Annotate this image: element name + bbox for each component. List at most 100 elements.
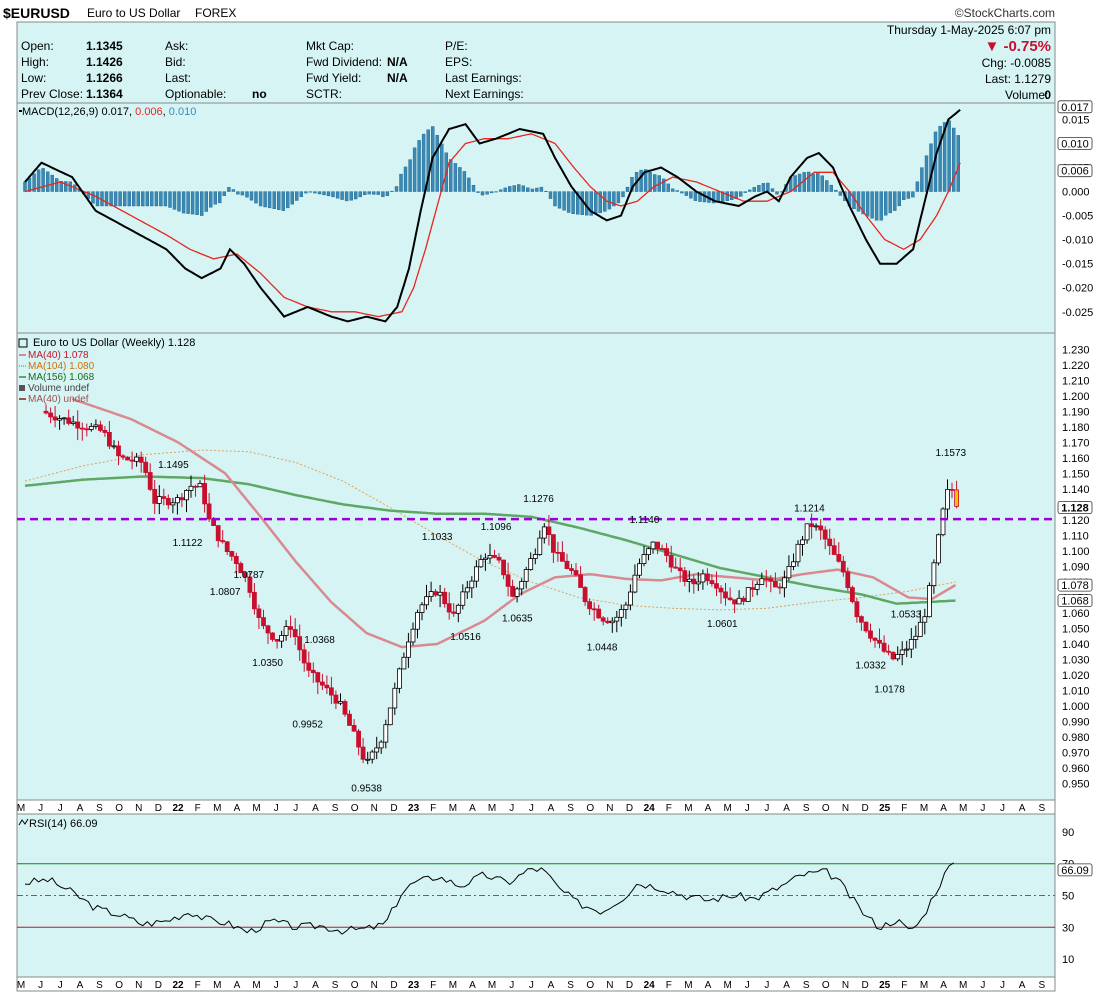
info-panel	[16, 21, 1056, 104]
price-tick-label: 1.200	[1062, 391, 1090, 403]
macd-histogram-bar	[159, 191, 163, 207]
price-candle	[261, 617, 266, 627]
macd-histogram-bar	[403, 166, 408, 192]
date-axis-label: S	[332, 980, 339, 991]
macd-histogram-bar	[354, 191, 358, 200]
date-axis-label: A	[469, 803, 476, 814]
date-axis-label: M	[252, 980, 260, 991]
macd-histogram-bar	[195, 191, 199, 216]
price-annotation: 1.0178	[874, 684, 905, 695]
date-axis-label: J	[509, 803, 514, 814]
price-candle	[510, 586, 516, 597]
price-candle	[519, 581, 525, 590]
price-candle	[174, 497, 180, 504]
macd-histogram-bar	[412, 147, 417, 192]
price-value-tag	[1057, 594, 1093, 607]
macd-histogram-bar	[104, 191, 109, 207]
macd-value-tag-label: 0.006	[1061, 166, 1089, 178]
date-axis-label: 22	[172, 803, 184, 814]
macd-chart: 0.0150.0100.0050.000-0.005-0.010-0.015-0…	[19, 100, 1093, 323]
date-axis-label: J	[38, 980, 43, 991]
quote-label: Prev Close:	[21, 87, 83, 101]
rsi-value-tag	[1057, 863, 1093, 877]
date-axis-label: M	[17, 803, 25, 814]
macd-histogram-bar	[95, 191, 100, 207]
price-candle	[478, 559, 484, 568]
price-candle	[917, 621, 923, 637]
date-axis-label: F	[901, 980, 907, 991]
macd-histogram-bar	[526, 187, 530, 192]
price-candle	[319, 681, 325, 686]
price-candle	[868, 630, 873, 639]
price-candle	[301, 649, 307, 664]
macd-histogram-bar	[720, 191, 725, 202]
macd-histogram-bar	[471, 184, 476, 192]
date-axis-label: M	[213, 803, 221, 814]
price-candle	[560, 552, 565, 562]
price-candle	[727, 597, 733, 601]
price-candle	[451, 611, 457, 614]
price-candle	[79, 427, 85, 430]
macd-histogram-bar	[902, 191, 906, 201]
price-candle	[836, 554, 842, 562]
price-tick-label: 0.990	[1062, 717, 1090, 729]
macd-histogram-bar	[408, 159, 412, 192]
price-candle	[360, 746, 366, 760]
date-axis-label: N	[842, 980, 849, 991]
macd-histogram-bar	[938, 125, 942, 192]
macd-histogram-bar	[335, 191, 340, 199]
macd-value-tag	[1057, 100, 1093, 114]
macd-histogram-bar	[548, 191, 553, 199]
price-annotation: 1.0448	[587, 643, 618, 654]
macd-tick-label: -0.010	[1062, 235, 1093, 247]
price-tick-label: 1.010	[1062, 686, 1090, 698]
date-axis-label: D	[861, 803, 868, 814]
price-candle	[754, 584, 760, 590]
chart-header: $EURUSD Euro to US Dollar FOREX ©StockCh…	[3, 5, 1055, 21]
macd-histogram-bar	[426, 129, 430, 192]
macd-histogram-bar	[825, 180, 829, 192]
macd-histogram-bar	[267, 191, 272, 209]
price-candle	[288, 626, 294, 630]
date-axis-label: A	[312, 980, 319, 991]
price-candle	[614, 616, 620, 622]
date-axis-label: F	[430, 980, 436, 991]
price-candle	[931, 562, 937, 586]
ma40-line	[71, 397, 957, 649]
date-axis-label: 23	[408, 980, 420, 991]
macd-tick-label: -0.025	[1062, 307, 1093, 319]
price-annotation: 1.1096	[481, 522, 512, 533]
price-candle	[342, 701, 348, 715]
price-candle	[872, 637, 878, 641]
macd-histogram-bar	[385, 191, 390, 197]
price-candle	[378, 741, 384, 749]
macd-line	[24, 109, 961, 323]
price-candle	[736, 597, 742, 605]
quote-label: EPS:	[445, 55, 472, 69]
macd-histogram-bar	[662, 178, 666, 192]
price-candle	[664, 548, 669, 556]
macd-histogram-bar	[884, 191, 888, 216]
price-candle	[822, 529, 828, 540]
price-tick-label: 1.220	[1062, 360, 1090, 372]
price-candle	[546, 526, 552, 536]
macd-histogram-bar	[684, 191, 689, 196]
price-candle	[827, 538, 833, 547]
macd-histogram-bar	[748, 189, 752, 192]
date-axis-label: J	[274, 980, 279, 991]
price-candle	[116, 445, 121, 457]
ma-legend-label: MA(156) 1.068	[28, 372, 95, 383]
macd-histogram-bar	[616, 191, 621, 204]
macd-histogram-bar	[476, 191, 480, 193]
date-axes: M J J A S O N D 22 F M A M J J A S O N D 23 F M A M J J A S O N D 24 F M A M…	[17, 803, 1046, 991]
macd-histogram-bar	[865, 191, 870, 217]
price-candle	[768, 578, 774, 582]
price-candle	[442, 591, 448, 605]
price-candle	[152, 488, 158, 504]
price-candle	[686, 578, 692, 582]
price-candle	[786, 566, 792, 579]
macd-histogram-bar	[177, 191, 181, 212]
price-candle	[401, 656, 407, 670]
macd-histogram-bar	[838, 191, 843, 196]
macd-histogram-bar	[517, 184, 521, 192]
